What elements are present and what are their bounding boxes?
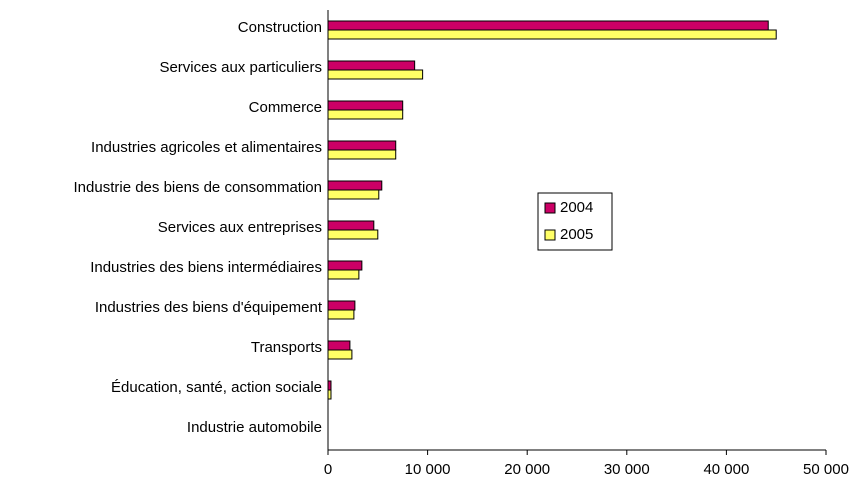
bar: [327, 269, 360, 280]
bar: [327, 229, 379, 240]
x-tick-label: 40 000: [703, 461, 749, 478]
legend-swatch: [544, 229, 556, 241]
bar: [327, 260, 363, 271]
y-tick-label: Industries des biens d'équipement: [95, 299, 323, 316]
y-tick-label: Industries des biens intermédiaires: [90, 259, 322, 276]
x-tick-label: 20 000: [504, 461, 550, 478]
bar: [327, 109, 404, 120]
x-tick-label: 50 000: [803, 461, 849, 478]
x-tick-label: 30 000: [604, 461, 650, 478]
bar: [327, 100, 404, 111]
bar: [327, 220, 375, 231]
bar: [327, 340, 351, 351]
x-tick-label: 10 000: [405, 461, 451, 478]
legend-label: 2005: [560, 226, 593, 243]
bar: [327, 60, 416, 71]
y-tick-label: Commerce: [249, 99, 322, 116]
bar: [327, 140, 397, 151]
bar: [327, 300, 356, 311]
bar: [327, 189, 380, 200]
bar: [327, 69, 424, 80]
bar: [327, 20, 769, 31]
y-tick-label: Services aux particuliers: [159, 59, 322, 76]
bar: [327, 349, 353, 360]
y-tick-label: Industrie automobile: [187, 419, 322, 436]
y-tick-label: Industrie des biens de consommation: [74, 179, 322, 196]
bar: [327, 29, 777, 40]
y-tick-label: Construction: [238, 19, 322, 36]
y-tick-label: Éducation, santé, action sociale: [111, 379, 322, 396]
x-tick-label: 0: [324, 461, 332, 478]
bar: [327, 309, 355, 320]
y-tick-label: Transports: [251, 339, 322, 356]
bar: [327, 149, 397, 160]
y-tick-label: Industries agricoles et alimentaires: [91, 139, 322, 156]
legend-label: 2004: [560, 199, 593, 216]
y-tick-label: Services aux entreprises: [158, 219, 322, 236]
bar: [327, 180, 383, 191]
legend-swatch: [544, 202, 556, 214]
